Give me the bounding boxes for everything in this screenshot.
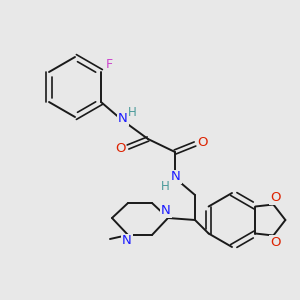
Text: N: N — [171, 170, 181, 184]
Text: N: N — [161, 205, 171, 218]
Text: O: O — [270, 191, 280, 204]
Text: F: F — [105, 58, 112, 71]
Text: O: O — [115, 142, 125, 155]
Text: N: N — [122, 235, 132, 248]
Text: H: H — [160, 179, 169, 193]
Text: O: O — [198, 136, 208, 148]
Text: O: O — [270, 236, 280, 249]
Text: N: N — [118, 112, 128, 125]
Text: H: H — [128, 106, 136, 118]
